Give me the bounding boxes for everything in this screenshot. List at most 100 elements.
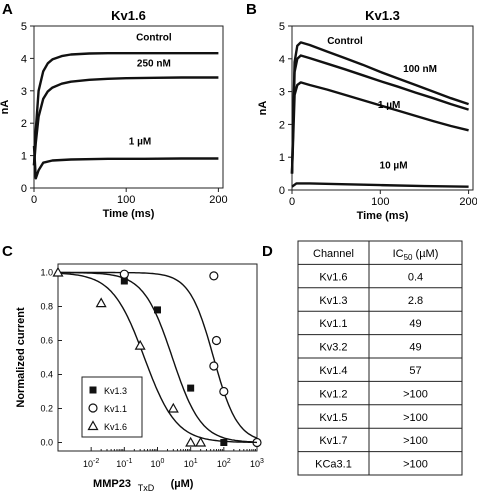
table-cell-channel: Kv1.7	[319, 435, 347, 447]
x-tick-label-b: 0	[289, 196, 295, 208]
y-tick-label-a: 2	[21, 118, 27, 130]
panel-title-b: Kv1.3	[365, 8, 400, 23]
y-tick-label-c: 0.0	[40, 438, 53, 448]
y-tick-label-a: 5	[21, 21, 27, 33]
x-axis-label-b: Time (ms)	[357, 210, 409, 222]
legend-marker-0	[89, 386, 97, 394]
trace-b-1	[290, 54, 469, 174]
x-tick-label-c: 103	[250, 458, 264, 469]
table-cell-ic50: 57	[409, 365, 421, 377]
x-tick-label-c: 10-1	[116, 458, 132, 469]
data-point-0	[220, 439, 228, 446]
table-cell-ic50: 49	[409, 318, 421, 330]
data-point-2	[195, 436, 207, 447]
data-point-0	[154, 306, 161, 314]
x-tick-label-c: 101	[184, 458, 198, 469]
panel-title-a: Kv1.6	[111, 8, 146, 23]
table-cell-channel: Kv1.2	[319, 388, 347, 400]
y-tick-label-a: 3	[21, 86, 27, 98]
trace-label-a-2: 1 µM	[129, 136, 151, 147]
table-cell-channel: Kv1.6	[319, 271, 347, 283]
data-point-2	[52, 266, 64, 277]
table-cell-ic50: >100	[403, 435, 428, 447]
x-tick-label-b: 100	[371, 196, 389, 208]
table-cell-channel: KCa3.1	[315, 459, 352, 471]
table-cell-ic50: >100	[403, 412, 428, 424]
panel-label-b: B	[246, 1, 257, 18]
trace-b-2	[290, 81, 469, 174]
legend-marker-2	[87, 420, 99, 431]
x-tick-label-a: 100	[117, 194, 135, 206]
x-tick-label-c: 100	[151, 458, 165, 469]
y-tick-label-c: 0.2	[40, 404, 53, 414]
table-cell-channel: Kv1.4	[319, 365, 347, 377]
table-cell-ic50: 2.8	[408, 295, 423, 307]
data-point-2	[167, 402, 179, 413]
table-cell-ic50: 49	[409, 342, 421, 354]
table-cell-channel: Kv1.5	[319, 412, 347, 424]
table-header-ic50: IC50 (µM)	[393, 248, 439, 262]
table-cell-ic50: >100	[403, 388, 428, 400]
legend-label-2: Kv1.6	[104, 422, 127, 432]
y-axis-label-c: Normalized current	[15, 307, 27, 408]
data-point-0	[120, 277, 128, 285]
trace-label-a-1: 250 nM	[137, 59, 171, 70]
trace-a-1	[32, 76, 219, 166]
panel-b: 0 1 2 3 4 5 0 100 200 Time (ms) nA Kv1.3 Control 100 …	[257, 8, 477, 222]
legend-label-0: Kv1.3	[104, 386, 127, 396]
data-point-0	[187, 384, 195, 392]
y-tick-label-c: 0.8	[40, 302, 53, 312]
legend-label-1: Kv1.1	[104, 404, 127, 414]
x-axis-label-c: MMP23	[93, 478, 131, 490]
panel-c: 0.0 0.2 0.4 0.6 0.8 1.0 10-2 10-1 100 101 102 103 MM…	[15, 263, 264, 493]
trace-b-0	[290, 41, 469, 174]
table-cell-ic50: >100	[403, 459, 428, 471]
y-tick-label-b: 0	[279, 185, 285, 197]
trace-label-b-2: 1 µM	[378, 100, 400, 111]
y-tick-label-b: 1	[279, 152, 285, 164]
panel-a: 0 1 2 3 4 5 0 100 200 Time (ms) nA Kv1.6 Control 250 …	[0, 8, 228, 220]
trace-label-b-3: 10 µM	[380, 161, 408, 172]
x-tick-label-a: 200	[209, 194, 227, 206]
legend-marker-1	[88, 403, 98, 413]
trace-a-0	[32, 52, 219, 166]
y-tick-label-c: 0.6	[40, 336, 53, 346]
panel-d: Channel IC50 (µM) Kv1.6 0.4 Kv1.3 2.8 Kv1.1 49 K…	[297, 240, 463, 476]
y-tick-label-c: 0.4	[40, 370, 53, 380]
trace-label-a-0: Control	[136, 33, 172, 44]
x-axis-label-unit-c: (µM)	[171, 478, 194, 490]
panel-label-d: D	[262, 243, 273, 260]
y-tick-label-b: 4	[279, 54, 285, 66]
y-tick-label-b: 3	[279, 87, 285, 99]
table-header-channel: Channel	[313, 248, 354, 260]
x-tick-label-a: 0	[31, 194, 37, 206]
x-tick-label-c: 10-2	[83, 458, 99, 469]
trace-a-2	[32, 145, 219, 180]
table-cell-ic50: 0.4	[408, 271, 423, 283]
table-cell-channel: Kv1.3	[319, 295, 347, 307]
data-point-2	[95, 297, 107, 308]
plot-frame-b	[291, 25, 474, 191]
data-point-2	[185, 436, 197, 447]
y-tick-label-a: 4	[21, 53, 27, 65]
y-axis-label-a: nA	[0, 100, 11, 115]
plot-frame-a	[33, 25, 224, 189]
data-point-1	[119, 269, 129, 279]
table-cell-channel: Kv3.2	[319, 342, 347, 354]
panel-label-a: A	[2, 1, 13, 18]
y-tick-label-b: 5	[279, 21, 285, 33]
y-tick-label-b: 2	[279, 119, 285, 131]
trace-b-3	[291, 182, 469, 188]
y-axis-label-b: nA	[257, 101, 269, 116]
x-tick-label-b: 200	[459, 196, 477, 208]
data-point-2	[134, 339, 146, 350]
fit-curve-2	[57, 272, 258, 444]
table-cell-channel: Kv1.1	[319, 318, 347, 330]
x-axis-label-a: Time (ms)	[103, 208, 155, 220]
trace-label-b-0: Control	[327, 36, 363, 47]
y-tick-label-a: 1	[21, 151, 27, 163]
y-tick-label-a: 0	[21, 183, 27, 195]
y-tick-label-c: 1.0	[40, 268, 53, 278]
data-point-1	[219, 386, 229, 397]
